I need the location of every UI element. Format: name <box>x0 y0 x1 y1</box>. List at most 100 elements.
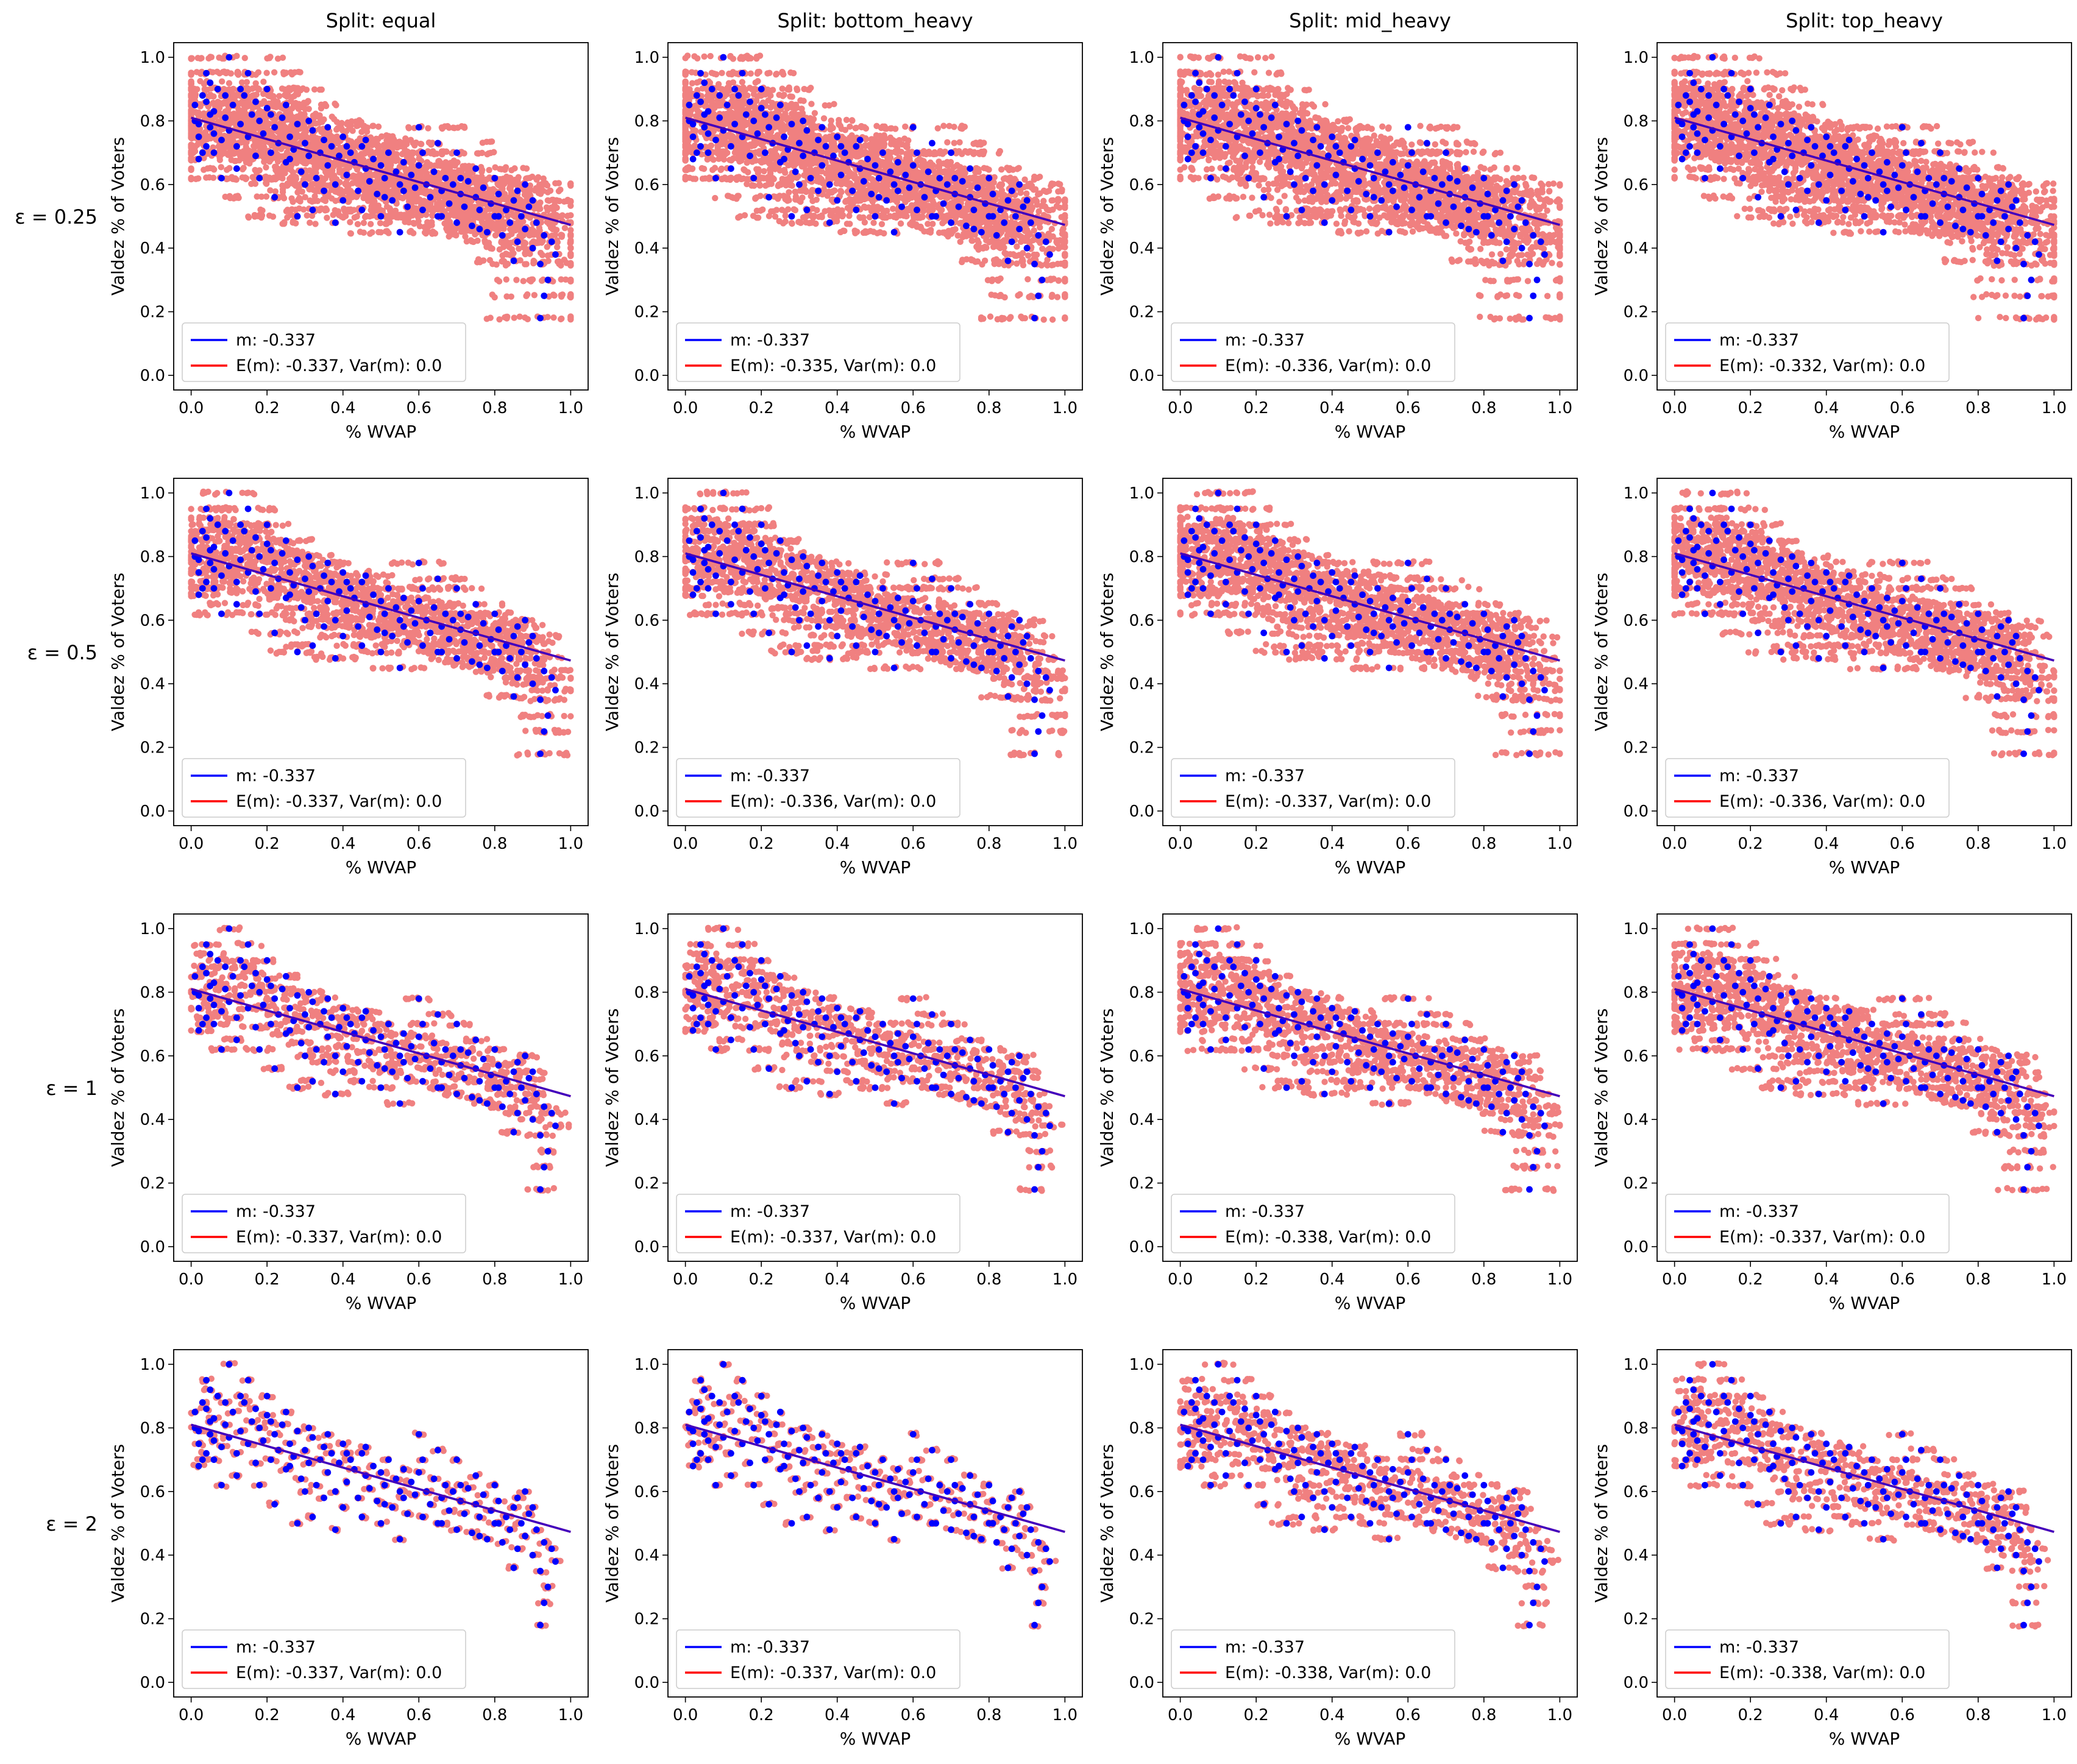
noisy-point <box>510 250 517 257</box>
noisy-point <box>238 79 246 86</box>
noisy-point <box>402 135 409 142</box>
noisy-point <box>531 187 538 194</box>
noisy-point <box>461 124 468 131</box>
data-point <box>442 174 449 182</box>
noisy-point <box>325 171 333 179</box>
noisy-point <box>567 245 574 252</box>
noisy-point <box>334 125 341 132</box>
data-point <box>419 149 426 157</box>
data-point <box>514 187 521 194</box>
noisy-point <box>779 129 786 135</box>
noisy-point <box>235 106 242 113</box>
noisy-point <box>307 197 313 204</box>
noisy-point <box>258 212 266 219</box>
noisy-point <box>281 86 288 93</box>
noisy-point <box>236 112 243 119</box>
noisy-point <box>794 132 800 139</box>
data-point <box>537 314 544 322</box>
noisy-point <box>877 160 884 168</box>
data-point <box>302 181 308 188</box>
noisy-point <box>506 226 514 233</box>
noisy-point <box>188 148 194 155</box>
noisy-point <box>438 205 446 213</box>
noisy-point <box>787 93 794 100</box>
noisy-point <box>188 165 194 172</box>
noisy-point <box>303 87 310 93</box>
noisy-point <box>405 219 413 226</box>
noisy-point <box>397 194 404 201</box>
noisy-point <box>255 86 263 93</box>
noisy-point <box>234 193 241 199</box>
noisy-point <box>515 196 522 202</box>
y-tick-label: 1.0 <box>140 49 165 67</box>
data-point <box>332 181 339 188</box>
noisy-point <box>373 149 380 155</box>
noisy-point <box>284 116 291 123</box>
data-point <box>347 149 354 157</box>
noisy-point <box>192 108 199 116</box>
data-point <box>374 191 381 197</box>
noisy-point <box>523 165 530 172</box>
data-point <box>241 92 248 99</box>
noisy-point <box>300 99 308 106</box>
noisy-point <box>207 54 214 60</box>
data-point <box>396 181 403 188</box>
noisy-point <box>441 123 449 130</box>
data-point <box>229 101 236 108</box>
noisy-point <box>524 291 531 298</box>
noisy-point <box>505 232 512 239</box>
noisy-point <box>567 227 574 233</box>
data-point <box>449 181 456 188</box>
noisy-point <box>271 69 278 76</box>
noisy-point <box>240 165 247 171</box>
noisy-point <box>719 141 725 147</box>
noisy-point <box>559 212 566 219</box>
noisy-point <box>298 135 305 142</box>
data-point <box>510 257 517 264</box>
noisy-point <box>557 316 564 323</box>
noisy-point <box>229 148 235 155</box>
noisy-point <box>407 136 414 143</box>
noisy-point <box>882 180 889 186</box>
noisy-point <box>260 79 267 85</box>
data-point <box>263 105 271 112</box>
noisy-point <box>435 175 442 183</box>
noisy-point <box>898 148 905 155</box>
noisy-point <box>914 157 921 164</box>
noisy-point <box>389 188 396 194</box>
noisy-point <box>494 197 502 204</box>
noisy-point <box>474 150 481 157</box>
noisy-point <box>283 166 289 173</box>
noisy-point <box>731 135 738 142</box>
noisy-point <box>229 174 236 181</box>
noisy-point <box>233 52 240 60</box>
noisy-point <box>242 150 249 157</box>
noisy-point <box>567 260 574 267</box>
noisy-point <box>488 138 495 145</box>
noisy-point <box>551 292 558 299</box>
noisy-point <box>375 208 382 215</box>
noisy-point <box>367 147 375 155</box>
noisy-point <box>467 237 474 244</box>
noisy-point <box>353 213 360 220</box>
noisy-point <box>369 198 376 205</box>
noisy-point <box>551 213 558 219</box>
noisy-point <box>332 100 338 107</box>
noisy-point <box>508 188 515 195</box>
noisy-point <box>362 124 369 132</box>
noisy-point <box>381 143 388 150</box>
noisy-point <box>486 257 494 264</box>
noisy-point <box>347 122 354 129</box>
noisy-point <box>293 220 299 227</box>
noisy-point <box>207 165 213 172</box>
noisy-point <box>827 166 834 173</box>
data-point <box>297 168 305 175</box>
noisy-point <box>529 276 536 283</box>
data-point <box>313 174 320 182</box>
data-point <box>404 203 411 210</box>
noisy-point <box>522 188 529 195</box>
noisy-point <box>428 222 435 228</box>
data-point <box>324 162 332 169</box>
noisy-point <box>313 155 319 161</box>
noisy-point <box>482 213 489 221</box>
